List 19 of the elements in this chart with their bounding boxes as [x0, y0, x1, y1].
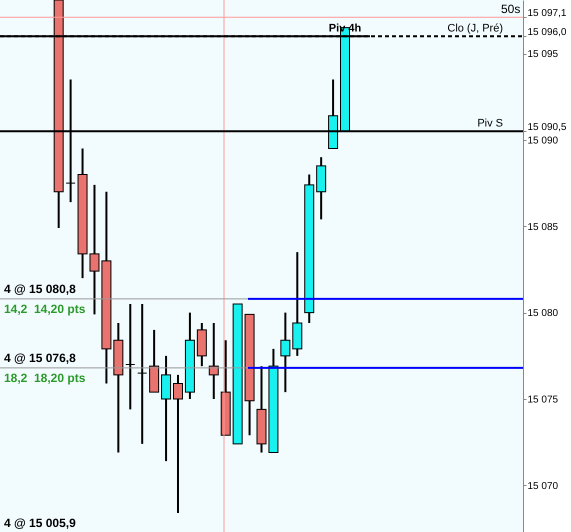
annotation: 50s: [501, 2, 520, 16]
annotation: 14,20 pts: [34, 302, 86, 316]
y-tick-label: 15 097,1: [528, 8, 567, 19]
y-tick-label: 15 096,0: [528, 26, 567, 38]
annotation: 18,20 pts: [34, 371, 86, 385]
y-tick-label: 15 090: [528, 135, 559, 146]
y-tick-label: 15 085: [528, 222, 559, 233]
annotation: 14,2: [4, 302, 28, 316]
y-tick-label: 15 075: [528, 394, 559, 406]
y-tick-label: 15 095: [528, 49, 559, 60]
annotation: 18,2: [4, 371, 28, 385]
ref-line-label: Piv S: [477, 117, 503, 130]
y-tick-label: 15 090,5: [528, 122, 567, 133]
ref-line-label: 4 @ 15 076,8: [4, 350, 76, 365]
ref-line-label: Clo (J, Pré): [447, 22, 503, 34]
annotation: 4 @ 15 005,9: [4, 516, 76, 530]
y-tick-label: 15 080: [528, 308, 559, 320]
y-tick-label: 15 070: [528, 480, 559, 492]
ref-line-label: 4 @ 15 080,8: [4, 282, 76, 296]
